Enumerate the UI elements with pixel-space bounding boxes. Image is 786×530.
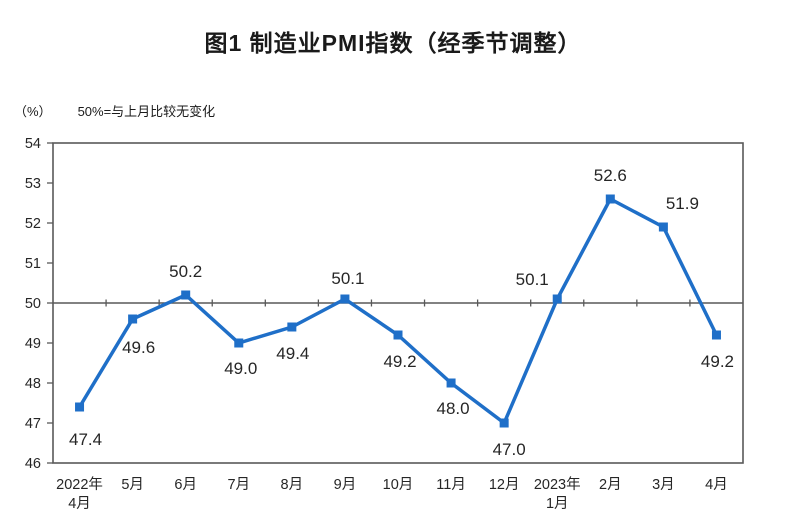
y-axis-label: 48 — [25, 376, 41, 392]
data-point-marker — [446, 378, 456, 388]
y-axis-label: 54 — [25, 136, 41, 152]
y-axis-label: 52 — [25, 216, 41, 232]
data-point-marker — [287, 322, 297, 332]
y-axis-label: 49 — [25, 336, 41, 352]
data-point-marker — [552, 294, 562, 304]
data-point-label: 50.1 — [516, 270, 549, 289]
y-axis-label: 46 — [25, 456, 41, 472]
x-axis-label: 11月 — [436, 477, 466, 493]
x-axis-label: 4月 — [68, 496, 91, 512]
x-axis-label: 2022年 — [56, 476, 103, 493]
data-point-label: 48.0 — [437, 399, 470, 418]
axis-note-row: （%） 50%=与上月比较无变化 — [14, 101, 215, 120]
y-axis-unit-label: （%） — [14, 104, 52, 119]
x-axis-label: 4月 — [705, 477, 728, 493]
data-point-marker — [658, 222, 668, 232]
data-point-label: 49.4 — [276, 344, 309, 363]
chart-title: 图1 制造业PMI指数（经季节调整） — [204, 30, 582, 56]
x-axis-label: 8月 — [281, 477, 304, 493]
data-point-label: 47.4 — [69, 430, 102, 449]
x-axis-label: 1月 — [546, 496, 569, 512]
data-point-marker — [711, 330, 721, 340]
x-axis-label: 2月 — [599, 477, 622, 493]
x-axis-label: 7月 — [227, 477, 250, 493]
data-point-label: 50.1 — [331, 269, 364, 288]
x-axis-label: 2023年 — [534, 476, 581, 493]
x-axis-label: 3月 — [652, 477, 675, 493]
data-point-label: 50.2 — [169, 262, 202, 281]
data-point-marker — [181, 290, 191, 300]
data-point-label: 52.6 — [594, 166, 627, 185]
y-axis-label: 51 — [25, 256, 41, 272]
reference-line-note: 50%=与上月比较无变化 — [77, 104, 216, 119]
data-point-label: 51.9 — [666, 194, 699, 213]
x-axis-label: 12月 — [489, 477, 520, 493]
x-axis-label: 6月 — [174, 477, 197, 493]
y-axis-label: 47 — [25, 416, 41, 432]
data-point-label: 47.0 — [493, 440, 526, 459]
data-point-marker — [605, 194, 615, 204]
data-point-marker — [340, 294, 350, 304]
data-point-marker — [234, 338, 244, 348]
data-point-label: 49.6 — [122, 338, 155, 357]
y-axis-label: 50 — [25, 296, 41, 312]
x-axis-label: 9月 — [334, 477, 357, 493]
data-point-marker — [75, 402, 85, 412]
x-axis-label: 10月 — [383, 477, 414, 493]
data-point-marker — [128, 314, 138, 324]
plot-border — [52, 142, 744, 464]
data-point-label: 49.0 — [224, 359, 257, 378]
data-point-label: 49.2 — [701, 352, 734, 371]
data-point-label: 49.2 — [383, 352, 416, 371]
data-point-marker — [499, 418, 509, 428]
y-axis-label: 53 — [25, 176, 41, 192]
x-axis-label: 5月 — [121, 477, 144, 493]
data-point-marker — [393, 330, 403, 340]
pmi-series-line — [78, 196, 719, 426]
